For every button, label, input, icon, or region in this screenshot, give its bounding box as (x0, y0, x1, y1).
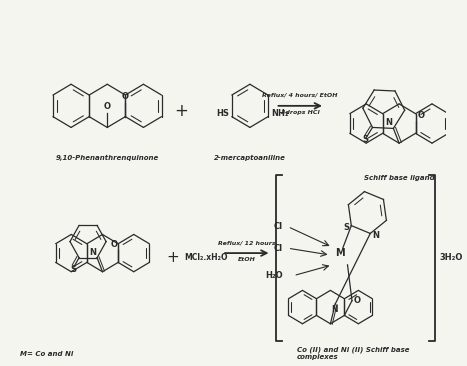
Text: 9,10-Phenanthrenquinone: 9,10-Phenanthrenquinone (56, 155, 159, 161)
Text: 2-mercaptoaniline: 2-mercaptoaniline (214, 155, 286, 161)
Text: O: O (417, 111, 425, 120)
Text: Schiff base ligand: Schiff base ligand (364, 175, 434, 180)
Text: O: O (354, 296, 361, 305)
Text: N: N (372, 231, 379, 240)
Text: 3H₂O: 3H₂O (439, 254, 463, 262)
Text: O: O (104, 102, 111, 111)
Text: N: N (331, 305, 338, 314)
Text: HS: HS (216, 109, 229, 118)
Text: Cl: Cl (274, 222, 283, 231)
Text: MCl₂.xH₂O: MCl₂.xH₂O (184, 254, 227, 262)
Text: H₂O: H₂O (265, 271, 283, 280)
Text: S: S (343, 223, 349, 232)
Text: S: S (363, 135, 369, 144)
Text: Cl: Cl (274, 244, 283, 253)
Text: Reflux/ 4 hours/ EtOH: Reflux/ 4 hours/ EtOH (262, 93, 338, 98)
Text: M: M (335, 248, 345, 258)
Text: Co (II) and Ni (II) Schiff base
complexes: Co (II) and Ni (II) Schiff base complexe… (297, 346, 410, 360)
Text: N: N (89, 248, 96, 257)
Text: NH₂: NH₂ (271, 109, 289, 118)
Text: O: O (111, 240, 118, 249)
Text: O: O (122, 92, 129, 101)
Text: Reflux/ 12 hours: Reflux/ 12 hours (218, 240, 276, 245)
Text: M= Co and Ni: M= Co and Ni (20, 351, 73, 357)
Text: EtOH: EtOH (238, 257, 256, 262)
Text: +: + (175, 102, 188, 120)
Text: 3drops HCl: 3drops HCl (281, 110, 319, 115)
Text: S: S (71, 265, 77, 274)
Text: N: N (385, 119, 392, 127)
Text: +: + (166, 250, 179, 265)
